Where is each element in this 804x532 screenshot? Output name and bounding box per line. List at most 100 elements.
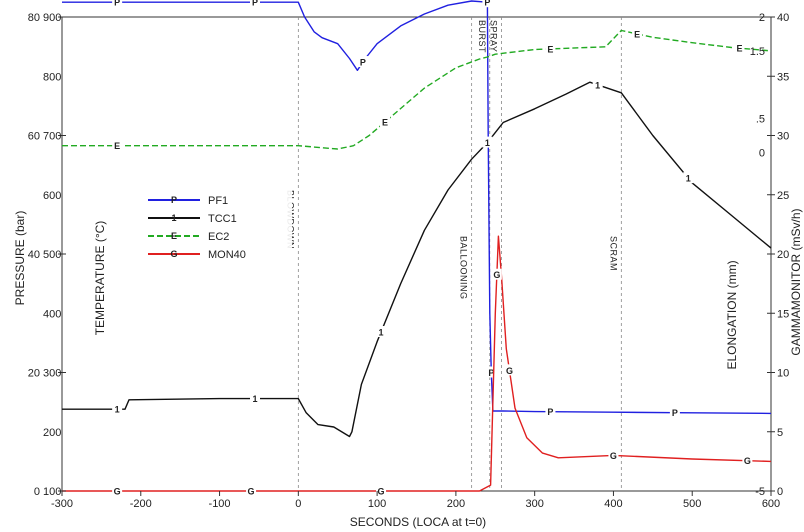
series-marker-bg-mon40 (742, 454, 753, 466)
series-marker-bg-pf1 (112, 0, 123, 8)
x-tick-label: 500 (683, 498, 701, 510)
legend-marker-pf1: P (171, 195, 177, 205)
x-tick-label: -200 (130, 498, 152, 510)
gammamonitor-tick-label: 20 (777, 249, 789, 261)
series-line-mon40 (62, 235, 772, 492)
series-marker-mon40: G (248, 487, 255, 497)
temperature-tick-label: 800 (43, 71, 61, 83)
event-label-ballooning: BALLOONING (459, 236, 469, 300)
series-marker-bg-mon40 (491, 268, 502, 280)
temperature-tick-label: 500 (43, 249, 61, 261)
temperature-tick-label: 200 (43, 427, 61, 439)
elongation-tick-label: 0 (759, 147, 765, 159)
series-marker-pf1: P (114, 0, 120, 8)
series-marker-bg-pf1 (250, 0, 261, 8)
series-marker-bg-pf1 (486, 366, 497, 378)
series-marker-bg-ec2 (379, 115, 390, 127)
x-tick-label: 100 (368, 498, 386, 510)
event-label-spray: SPRAY (489, 20, 499, 52)
gammamonitor-tick-label: 15 (777, 308, 789, 320)
series-marker-ec2: E (634, 29, 640, 39)
series-marker-pf1: P (547, 407, 553, 417)
series-marker-tcc1: 1 (595, 80, 600, 90)
gammamonitor-tick-label: 40 (777, 12, 789, 24)
event-lines: BLOWDOWNBALLOONINGBURSTSPRAYSCRAM (285, 17, 622, 491)
x-tick-label: 300 (525, 498, 543, 510)
series-marker-pf1: P (484, 0, 490, 8)
gammamonitor-tick-label: 5 (777, 427, 783, 439)
event-label-scram: SCRAM (608, 236, 618, 271)
x-tick-label: 0 (295, 498, 301, 510)
series-marker-bg-ec2 (112, 139, 123, 151)
temperature-tick-label: 700 (43, 131, 61, 143)
event-label-burst: BURST (477, 20, 487, 53)
series-marker-bg-mon40 (608, 449, 619, 461)
series-marker-bg-mon40 (246, 485, 257, 496)
series-marker-ec2: E (382, 117, 388, 127)
elongation-tick-label: .5 (756, 114, 765, 126)
elongation-tick-label: 1.5 (750, 46, 765, 58)
legend-label-pf1: PF1 (208, 195, 228, 207)
legend: P PF1 1 TCC1 E EC2 G MON40 (140, 190, 292, 276)
series-marker-tcc1: 1 (115, 405, 120, 415)
series-marker-tcc1: 1 (485, 138, 490, 148)
series-marker-mon40: G (493, 270, 500, 280)
series-marker-pf1: P (488, 368, 494, 378)
legend-entry-tcc1: 1 TCC1 (148, 213, 237, 225)
gammamonitor-tick-label: 0 (777, 486, 783, 498)
x-tick-label: -300 (51, 498, 73, 510)
legend-marker-mon40: G (170, 249, 177, 259)
series-marker-bg-tcc1 (592, 78, 603, 90)
x-tick-label: -100 (209, 498, 231, 510)
elongation-tick-label: 2 (759, 12, 765, 24)
pressure-tick-label: 60 (28, 131, 40, 143)
legend-label-mon40: MON40 (208, 249, 246, 261)
series-line-ec2 (62, 29, 772, 150)
legend-marker-ec2: E (171, 231, 177, 241)
x-tick-label: 200 (447, 498, 465, 510)
gammamonitor-axis-label: GAMMAMONITOR (mSv/h) (789, 208, 803, 355)
series-marker-mon40: G (114, 487, 121, 497)
x-tick-label: 600 (762, 498, 780, 510)
gammamonitor-tick-label: 10 (777, 368, 789, 380)
pressure-axis-label: PRESSURE (bar) (13, 211, 27, 306)
series-marker-tcc1: 1 (686, 174, 691, 184)
legend-entry-ec2: E EC2 (148, 231, 229, 243)
series-marker-pf1: P (252, 0, 258, 8)
pressure-tick-label: 0 (34, 486, 40, 498)
x-tick-label: 400 (604, 498, 622, 510)
gammamonitor-tick-label: 30 (777, 131, 789, 143)
series-marker-bg-pf1 (669, 406, 680, 418)
series-marker-mon40: G (506, 366, 513, 376)
series-marker-bg-ec2 (632, 27, 643, 39)
elongation-axis-label: ELONGATION (mm) (725, 260, 739, 369)
gammamonitor-tick-label: 35 (777, 71, 789, 83)
legend-label-tcc1: TCC1 (208, 213, 237, 225)
legend-marker-tcc1: 1 (171, 213, 176, 223)
series-marker-bg-pf1 (482, 0, 493, 8)
series-marker-bg-pf1 (545, 405, 556, 417)
series-marker-bg-tcc1 (112, 403, 123, 415)
series-marker-bg-ec2 (734, 42, 745, 54)
pressure-tick-label: 80 (28, 12, 40, 24)
temperature-tick-label: 600 (43, 190, 61, 202)
series-marker-ec2: E (114, 141, 120, 151)
ticks: -300 -200 -100 0 100 200 300 400 500 600020406080… (28, 12, 790, 510)
series-marker-ec2: E (736, 44, 742, 54)
pressure-tick-label: 20 (28, 368, 40, 380)
series-line-pf1 (62, 0, 772, 415)
series-marker-bg-ec2 (545, 42, 556, 54)
series-marker-mon40: G (378, 487, 385, 497)
series-marker-bg-tcc1 (250, 392, 261, 404)
series-marker-bg-mon40 (504, 364, 515, 376)
x-axis-label: SECONDS (LOCA at t=0) (350, 515, 486, 529)
series-marker-ec2: E (547, 44, 553, 54)
temperature-tick-label: 400 (43, 308, 61, 320)
pressure-tick-label: 40 (28, 249, 40, 261)
temperature-tick-label: 100 (43, 486, 61, 498)
series-marker-pf1: P (672, 408, 678, 418)
series-line-tcc1 (62, 81, 772, 438)
series-marker-bg-pf1 (357, 56, 368, 68)
